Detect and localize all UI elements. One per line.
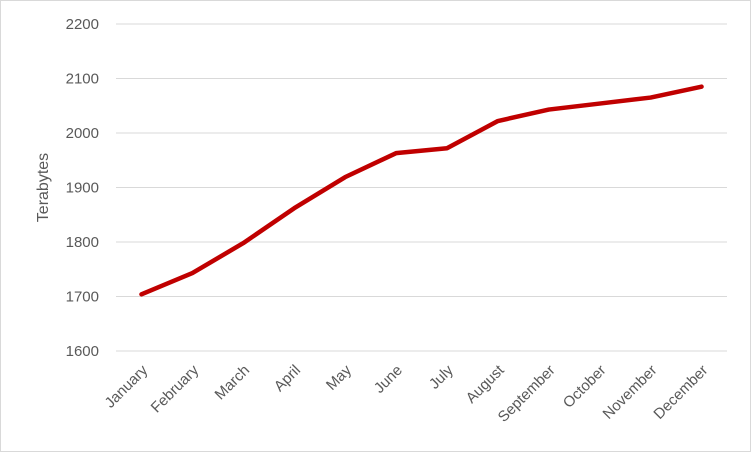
data-point-november [649, 96, 653, 100]
x-tick-label-july: July [426, 361, 457, 392]
x-tick-label-may: May [323, 361, 355, 393]
data-point-july [445, 146, 449, 150]
data-point-december [700, 85, 704, 89]
data-point-june [394, 151, 398, 155]
y-tick-label: 1700 [66, 289, 99, 306]
data-point-april [292, 206, 296, 210]
data-point-march [241, 241, 245, 245]
y-tick-label: 2200 [66, 16, 99, 33]
y-tick-label: 2100 [66, 71, 99, 88]
gridlines [116, 23, 727, 352]
y-tick-label: 1600 [66, 343, 99, 360]
y-axis-tick-labels: 1600 1700 1800 1900 2000 2100 2200 [66, 16, 99, 360]
x-tick-label-november: November [599, 362, 660, 423]
x-tick-label-august: August [463, 361, 509, 407]
x-tick-label-march: March [212, 362, 253, 403]
data-point-september [547, 108, 551, 112]
data-point-may [343, 175, 347, 179]
series-line [139, 84, 704, 297]
x-tick-label-october: October [560, 362, 610, 412]
x-tick-label-june: June [371, 362, 406, 397]
y-tick-label: 2000 [66, 125, 99, 142]
data-point-august [496, 119, 500, 123]
x-tick-label-january: January [102, 361, 152, 411]
data-point-january [139, 292, 143, 296]
series-group [139, 84, 704, 297]
data-point-february [190, 271, 194, 275]
y-tick-label: 1800 [66, 234, 99, 251]
data-point-october [598, 102, 602, 106]
x-tick-label-april: April [271, 362, 304, 395]
y-axis-title: Terabytes [35, 153, 52, 222]
y-tick-label: 1900 [66, 180, 99, 197]
x-tick-label-february: February [148, 361, 203, 416]
x-tick-label-december: December [650, 362, 711, 423]
